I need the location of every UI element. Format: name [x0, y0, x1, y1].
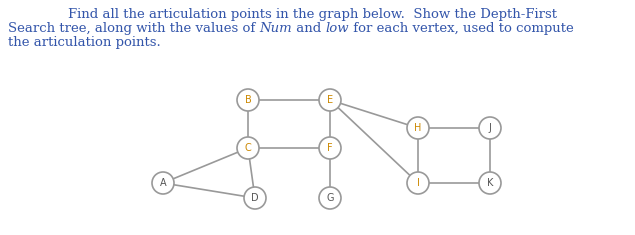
Circle shape: [152, 172, 174, 194]
Text: Find all the articulation points in the graph below.  Show the Depth-First: Find all the articulation points in the …: [68, 8, 557, 21]
Text: G: G: [326, 193, 334, 203]
Text: low: low: [326, 22, 349, 35]
Circle shape: [407, 117, 429, 139]
Text: K: K: [487, 178, 493, 188]
Text: and: and: [292, 22, 326, 35]
Circle shape: [244, 187, 266, 209]
Text: Num: Num: [260, 22, 292, 35]
Circle shape: [479, 117, 501, 139]
Text: for each vertex, used to compute: for each vertex, used to compute: [349, 22, 574, 35]
Circle shape: [237, 137, 259, 159]
Circle shape: [479, 172, 501, 194]
Text: I: I: [417, 178, 420, 188]
Circle shape: [407, 172, 429, 194]
Text: B: B: [244, 95, 251, 105]
Text: A: A: [159, 178, 166, 188]
Circle shape: [237, 89, 259, 111]
Circle shape: [319, 137, 341, 159]
Text: H: H: [414, 123, 422, 133]
Text: Search tree, along with the values of: Search tree, along with the values of: [8, 22, 260, 35]
Text: C: C: [244, 143, 251, 153]
Text: D: D: [251, 193, 259, 203]
Text: E: E: [327, 95, 333, 105]
Circle shape: [319, 89, 341, 111]
Text: F: F: [327, 143, 333, 153]
Text: the articulation points.: the articulation points.: [8, 36, 161, 49]
Text: J: J: [488, 123, 491, 133]
Circle shape: [319, 187, 341, 209]
